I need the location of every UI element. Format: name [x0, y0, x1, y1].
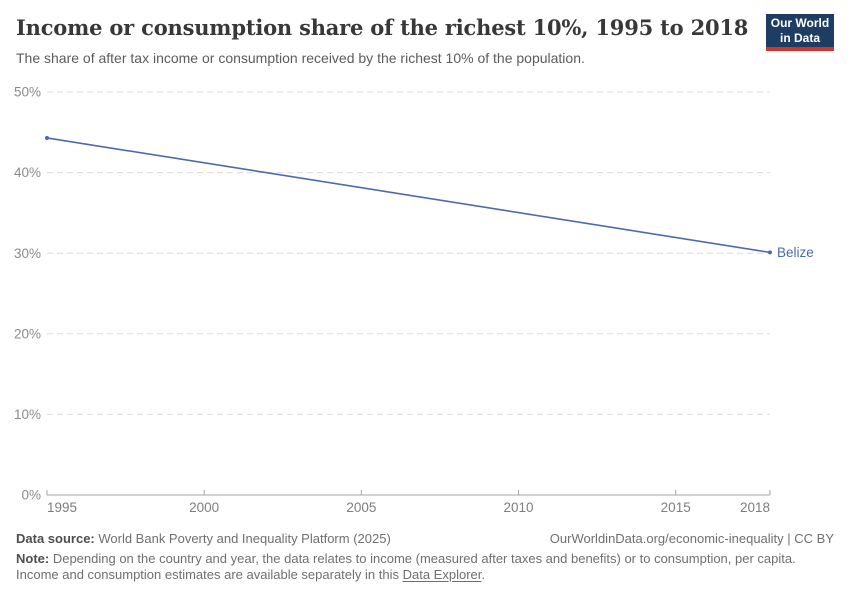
note-suffix: . — [481, 566, 485, 582]
data-source-text: World Bank Poverty and Inequality Platfo… — [94, 531, 391, 546]
y-tick-label-50: 50% — [14, 85, 41, 100]
x-tick-label-2005: 2005 — [346, 500, 376, 515]
data-explorer-link[interactable]: Data Explorer — [402, 566, 482, 582]
series-start-point — [45, 135, 49, 140]
footnote: Note: Depending on the country and year,… — [16, 551, 834, 582]
series-end-point — [768, 250, 772, 255]
attribution-text: OurWorldinData.org/economic-inequality |… — [549, 531, 834, 546]
owid-logo: Our World in Data — [766, 14, 834, 51]
series-line-belize — [46, 137, 771, 254]
x-tick-label-1995: 1995 — [47, 500, 77, 515]
owid-logo-line1: Our World — [770, 16, 830, 30]
page-subtitle: The share of after tax income or consump… — [16, 50, 585, 66]
series-entity-label: Belize — [777, 245, 814, 260]
data-source: Data source: World Bank Poverty and Ineq… — [16, 531, 391, 546]
y-tick-label-40: 40% — [14, 165, 41, 180]
footer: Data source: World Bank Poverty and Ineq… — [16, 531, 834, 582]
y-tick-label-10: 10% — [14, 407, 41, 422]
page-title: Income or consumption share of the riche… — [16, 15, 749, 40]
y-tick-label-30: 30% — [14, 246, 41, 261]
note-body: Depending on the country and year, the d… — [16, 551, 796, 582]
y-tick-label-0: 0% — [21, 488, 41, 503]
owid-logo-line2: in Data — [779, 31, 820, 45]
x-tick-label-2015: 2015 — [661, 500, 691, 515]
x-tick-label-2010: 2010 — [503, 500, 533, 515]
data-source-label: Data source: — [16, 531, 95, 546]
note-label: Note: — [16, 551, 50, 566]
x-tick-label-2000: 2000 — [189, 500, 219, 515]
y-tick-label-20: 20% — [14, 326, 41, 341]
x-tick-label-2018: 2018 — [740, 500, 770, 515]
